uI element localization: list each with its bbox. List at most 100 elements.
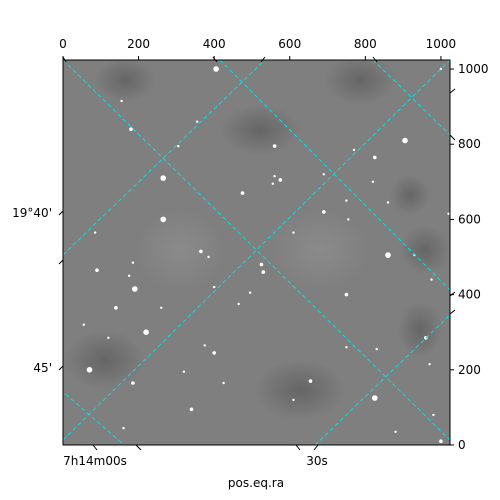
star <box>345 346 348 349</box>
star <box>292 231 295 234</box>
star <box>131 381 135 385</box>
star <box>129 127 133 131</box>
star <box>212 351 216 355</box>
top-axis-tick-label: 200 <box>127 37 150 51</box>
plot-frame <box>62 59 451 446</box>
star <box>160 216 166 223</box>
dark-nebula-patch <box>270 210 370 290</box>
star <box>344 292 349 297</box>
star <box>207 255 210 259</box>
dec-tick <box>212 56 218 63</box>
star <box>447 212 450 215</box>
star <box>199 249 203 254</box>
ra-tick <box>135 444 142 451</box>
dark-nebula-patch <box>325 60 395 105</box>
star <box>261 270 266 274</box>
star <box>402 137 408 144</box>
star <box>272 144 277 148</box>
star <box>371 180 375 183</box>
star <box>82 323 86 326</box>
top-pixel-axis: 0 200 400 600 800 1000 <box>59 37 456 60</box>
star <box>122 426 125 430</box>
dec-tick <box>449 134 456 141</box>
star <box>93 231 97 234</box>
ra-grid-line <box>63 60 450 441</box>
star <box>439 439 443 444</box>
star <box>271 182 274 185</box>
dec-tick <box>449 88 456 94</box>
star <box>240 191 245 195</box>
ra-tick-label: 7h14m00s <box>63 454 127 468</box>
top-axis-tick-label: 0 <box>59 37 67 51</box>
star <box>160 306 163 309</box>
coordinate-grid <box>63 60 450 445</box>
right-axis-tick-label: 800 <box>458 137 481 151</box>
ra-grid-line <box>314 314 450 445</box>
star <box>345 199 348 202</box>
star <box>120 99 123 103</box>
dark-nebula-patch <box>95 60 155 102</box>
star <box>222 381 225 385</box>
dark-nebula-patch <box>135 210 225 290</box>
star <box>114 306 118 310</box>
star <box>322 210 326 214</box>
star <box>132 286 138 292</box>
sky-image <box>63 60 450 445</box>
dark-nebula-patch <box>400 225 450 275</box>
star <box>373 155 377 160</box>
dec-tick-label: 45' <box>33 361 52 375</box>
dec-grid-line <box>219 60 450 291</box>
dec-tick <box>62 56 67 63</box>
star <box>432 413 435 417</box>
star-field <box>82 66 450 444</box>
star <box>292 398 295 402</box>
ra-tick-label: 30s <box>306 454 328 468</box>
star <box>347 218 350 221</box>
star <box>131 261 135 264</box>
dec-tick <box>372 56 378 63</box>
star <box>322 173 325 176</box>
dark-nebula-patch <box>255 360 345 420</box>
star <box>213 285 216 289</box>
star <box>372 395 378 401</box>
star <box>107 336 110 339</box>
dec-tick <box>449 291 456 297</box>
dec-tick <box>58 210 64 216</box>
right-axis-tick-label: 400 <box>458 288 481 302</box>
star <box>127 274 131 277</box>
right-axis-tick-label: 1000 <box>458 62 489 76</box>
star <box>213 66 219 72</box>
star <box>385 252 391 258</box>
dec-tick <box>260 56 266 63</box>
star <box>308 379 313 383</box>
dark-nebula-patch <box>390 175 430 215</box>
dark-nebula-patch <box>65 330 145 390</box>
star <box>196 120 199 123</box>
star <box>189 407 194 412</box>
dec-tick <box>58 259 64 265</box>
dec-tick <box>58 365 64 371</box>
star <box>375 347 378 351</box>
top-axis-tick-label: 400 <box>203 37 226 51</box>
dark-nebula-patch <box>398 302 442 358</box>
top-axis-tick-label: 800 <box>354 37 377 51</box>
star <box>160 175 166 181</box>
star <box>430 278 433 281</box>
right-pixel-axis: 0 200 400 600 800 1000 <box>450 62 489 452</box>
dec-tick <box>449 309 456 315</box>
ra-tick <box>92 444 98 451</box>
x-axis-label: pos.eq.ra <box>228 476 284 490</box>
right-axis-tick-label: 600 <box>458 212 481 226</box>
top-axis-tick-label: 600 <box>278 37 301 51</box>
star <box>182 370 186 373</box>
star <box>273 175 276 178</box>
right-axis-tick-label: 0 <box>458 438 466 452</box>
dec-grid-line <box>63 391 125 445</box>
star <box>95 268 99 273</box>
star <box>386 201 390 204</box>
star <box>278 178 283 182</box>
star <box>394 430 397 433</box>
star <box>352 148 356 152</box>
world-ticks <box>58 56 456 451</box>
